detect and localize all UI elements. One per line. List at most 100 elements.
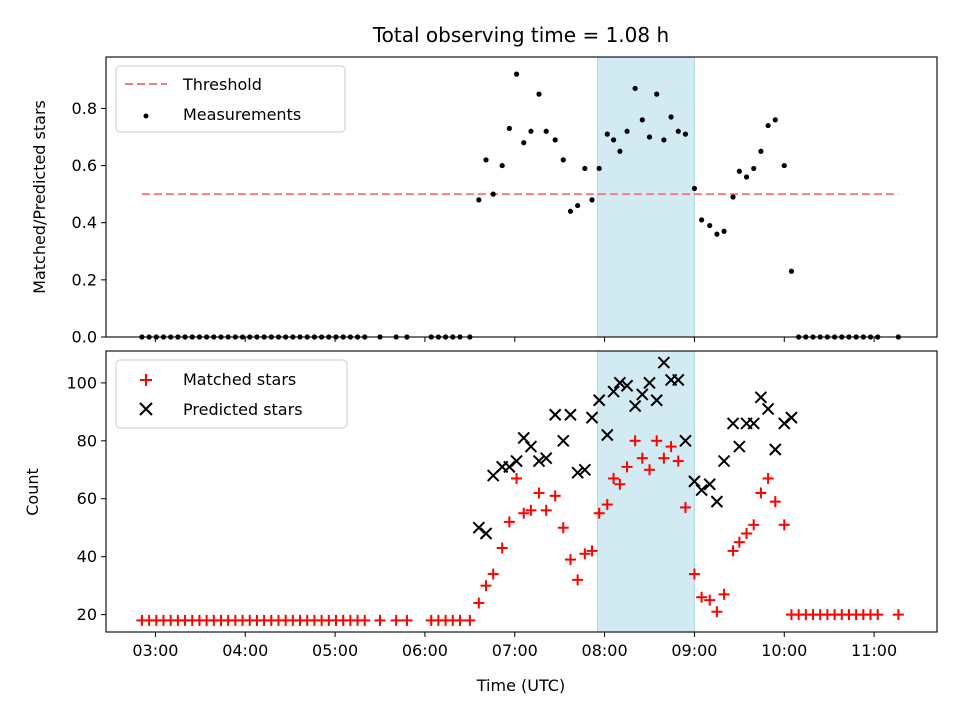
top-y-ticks: 0.0 0.2 0.4 0.6 0.8: [72, 99, 106, 347]
matched-point: [892, 609, 904, 621]
measurement-point: [624, 128, 630, 134]
predicted-point: [578, 463, 592, 476]
measurement-point: [736, 168, 742, 174]
matched-point: [778, 519, 790, 531]
matched-point: [487, 568, 499, 580]
bottom-y-ticks: 20 40 60 80 100: [66, 373, 106, 624]
matched-point: [593, 507, 605, 519]
matched-point: [658, 452, 670, 464]
x-tick-label: 06:00: [402, 641, 448, 660]
predicted-point: [571, 466, 584, 479]
predicted-point: [601, 428, 614, 442]
matched-point: [651, 435, 663, 447]
matched-point: [748, 519, 760, 531]
predicted-point: [620, 379, 634, 392]
measurement-point: [552, 137, 558, 143]
y-tick-label: 0.0: [72, 328, 97, 347]
top-y-axis-label: Matched/Predicted stars: [30, 100, 49, 294]
x-tick-label: 05:00: [312, 641, 358, 660]
y-tick-label: 0.2: [72, 270, 97, 289]
predicted-point: [643, 376, 656, 390]
predicted-point: [733, 440, 746, 453]
predicted-points: [472, 356, 798, 540]
predicted-point: [524, 440, 538, 453]
matched-point: [636, 452, 648, 464]
measurement-point: [582, 165, 588, 172]
matched-point: [557, 522, 569, 534]
measurement-point: [499, 162, 505, 169]
legend-predicted-label: Predicted stars: [183, 400, 303, 419]
measurement-point: [751, 165, 757, 172]
matched-point: [518, 507, 530, 519]
predicted-point: [785, 411, 798, 424]
measurement-point: [610, 137, 617, 143]
measurement-point: [521, 140, 527, 146]
predicted-point: [747, 417, 760, 430]
predicted-point: [479, 527, 493, 540]
measurement-point: [682, 131, 689, 137]
measurement-point: [632, 85, 638, 92]
matched-point: [533, 487, 545, 499]
measurement-point: [506, 125, 512, 132]
matched-point: [401, 614, 413, 626]
x-tick-label: 03:00: [132, 641, 178, 660]
measurement-point: [604, 131, 610, 137]
measurement-point: [714, 231, 720, 237]
matched-point: [704, 594, 716, 606]
measurement-point: [758, 148, 764, 154]
legend-threshold-label: Threshold: [182, 75, 262, 94]
measurement-point: [707, 222, 713, 229]
matched-points: [136, 435, 904, 626]
predicted-point: [532, 454, 546, 468]
matched-point: [601, 499, 613, 511]
matched-point: [480, 580, 492, 592]
y-tick-label: 0.4: [72, 213, 97, 232]
top-panel: 0.00.20.40.60.8 Matched/Predicted stars …: [30, 56, 938, 347]
matched-point: [755, 487, 767, 499]
predicted-point: [607, 385, 620, 398]
measurement-point: [483, 157, 489, 163]
measurement-point: [781, 162, 787, 169]
matched-point: [564, 554, 576, 566]
measurement-point: [575, 202, 581, 209]
y-tick-label: 60: [77, 489, 97, 508]
y-tick-label: 20: [77, 605, 97, 624]
x-tick-label: 07:00: [492, 641, 538, 660]
predicted-point: [710, 495, 724, 508]
x-axis-label: Time (UTC): [476, 676, 565, 695]
measurement-point: [639, 117, 645, 123]
predicted-point: [613, 376, 627, 390]
matched-point: [629, 435, 641, 447]
matched-point: [549, 490, 561, 502]
y-tick-label: 0.8: [72, 99, 97, 118]
matched-point: [762, 472, 774, 484]
matched-point: [769, 496, 781, 508]
matched-point: [464, 614, 476, 626]
predicted-point: [510, 454, 523, 468]
bottom-legend: Matched stars Predicted stars: [115, 359, 348, 429]
matched-point: [525, 504, 537, 516]
matched-point: [665, 441, 677, 453]
measurement-point: [528, 128, 534, 134]
top-x-ticks: [154, 337, 875, 342]
predicted-point: [557, 434, 570, 448]
predicted-point: [761, 402, 775, 416]
predicted-point: [548, 408, 562, 421]
measurement-point: [654, 91, 660, 97]
top-axes-frame: [105, 56, 938, 338]
measurement-point: [699, 217, 705, 223]
measurement-point: [543, 128, 549, 134]
matched-point: [614, 478, 626, 490]
x-tick-label: 08:00: [582, 641, 628, 660]
matched-point: [359, 614, 371, 626]
bottom-y-axis-label: Count: [23, 468, 42, 516]
predicted-point: [636, 388, 649, 401]
matched-point: [511, 472, 523, 484]
legend-matched-swatch: [140, 374, 152, 386]
matched-point: [496, 542, 508, 554]
predicted-point: [695, 483, 708, 497]
matched-point: [872, 609, 884, 621]
measurement-point: [589, 197, 595, 203]
matched-point: [540, 504, 552, 516]
